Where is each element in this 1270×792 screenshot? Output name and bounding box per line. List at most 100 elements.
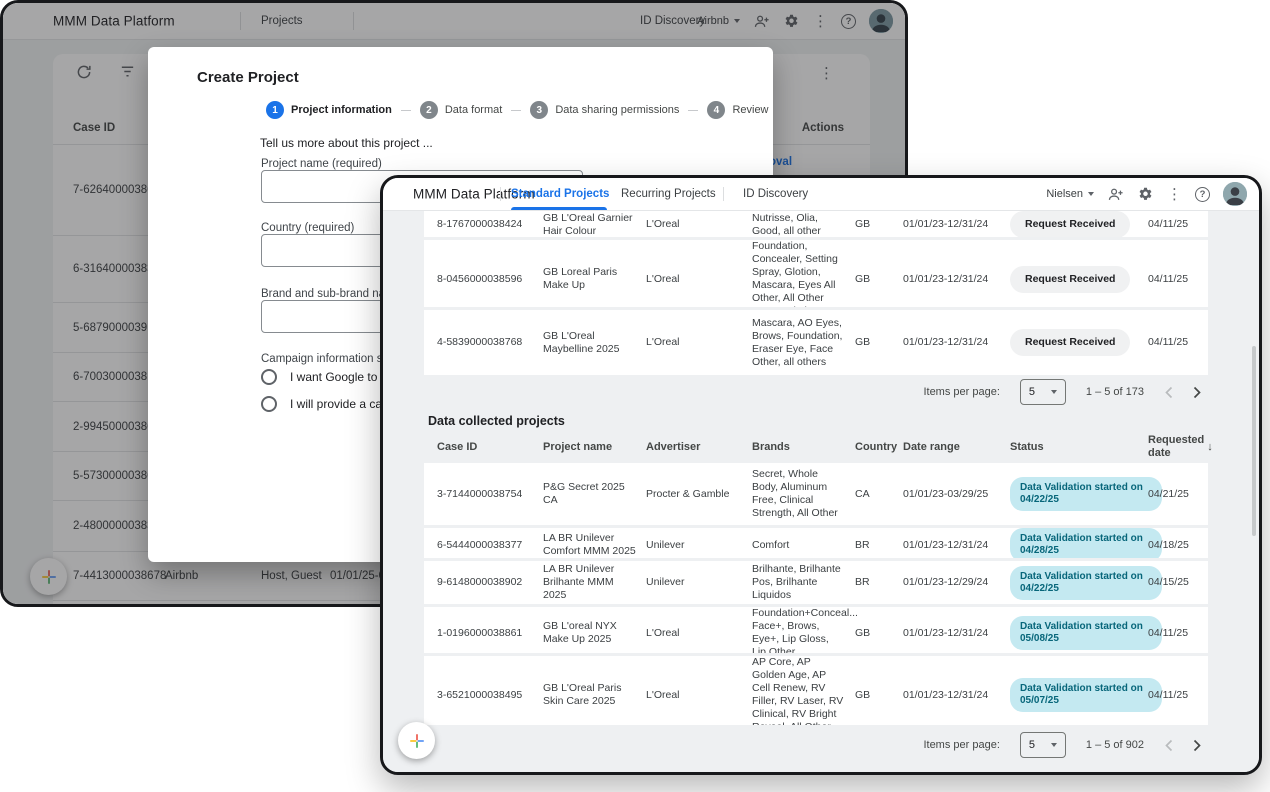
next-page-button[interactable] <box>1193 739 1202 752</box>
cell-status: Data Validation started on 04/28/25 <box>1010 528 1162 558</box>
front-window-content: 8-1767000038424 GB L'Oreal Garnier Hair … <box>383 211 1259 772</box>
cell-date-range: 01/01/23-12/31/24 <box>903 218 989 230</box>
avatar[interactable] <box>1223 182 1247 206</box>
column-header-date-range[interactable]: Date range <box>903 440 960 453</box>
account-switcher[interactable]: Nielsen <box>1046 188 1094 200</box>
status-date: 04/22/25 <box>1020 494 1059 505</box>
tab-recurring-projects[interactable]: Recurring Projects <box>621 188 716 200</box>
status-badge: Data Validation started on 04/22/25 <box>1010 565 1162 600</box>
cell-date-range: 01/01/23-12/31/24 <box>903 626 989 639</box>
table-row[interactable]: 1-0196000038861 GB L'oreal NYX Make Up 2… <box>424 607 1208 653</box>
modal-title: Create Project <box>197 69 299 86</box>
cell-status: Data Validation started on 04/22/25 <box>1010 565 1162 600</box>
cell-requested-date: 04/15/25 <box>1148 576 1189 588</box>
items-per-page-label: Items per page: <box>923 739 1000 751</box>
cell-case-id: 4-5839000038768 <box>437 336 523 348</box>
cell-case-id: 3-6521000038495 <box>437 688 523 701</box>
status-text: Data Validation started on <box>1020 570 1143 582</box>
table-row[interactable]: 8-0456000038596 GB Loreal Paris Make Up … <box>424 240 1208 307</box>
table-row[interactable]: 3-6521000038495 GB L'Oreal Paris Skin Ca… <box>424 656 1208 725</box>
account-name: Nielsen <box>1046 188 1083 200</box>
table-row[interactable]: 8-1767000038424 GB L'Oreal Garnier Hair … <box>424 211 1208 237</box>
account-switcher[interactable]: Airbnb <box>697 15 740 27</box>
items-per-page-label: Items per page: <box>923 386 1000 398</box>
step-number: 1 <box>266 101 284 119</box>
more-vert-icon[interactable]: ⋮ <box>1167 185 1182 203</box>
cell-case-id: 5-6879000039122 <box>73 321 167 334</box>
settings-icon[interactable] <box>783 13 800 30</box>
column-header-project-name[interactable]: Project name <box>543 440 613 453</box>
cell-requested-date: 04/11/25 <box>1148 272 1189 285</box>
table-row[interactable]: 6-5444000038377 LA BR Unilever Comfort M… <box>424 528 1208 558</box>
refresh-icon[interactable] <box>75 63 93 86</box>
add-project-button[interactable] <box>398 722 435 759</box>
tab-projects[interactable]: Projects <box>261 15 303 27</box>
column-header-case-id: Case ID <box>73 122 116 134</box>
tab-id-discovery[interactable]: ID Discovery <box>743 188 809 200</box>
more-vert-icon[interactable]: ⋮ <box>819 65 834 82</box>
radio-icon[interactable] <box>261 396 277 412</box>
settings-icon[interactable] <box>1137 186 1154 203</box>
partial-status-link[interactable]: oval <box>769 156 793 168</box>
help-icon[interactable]: ? <box>1195 186 1210 202</box>
cell-brands: Foundation, Concealer, Setting Spray, Gl… <box>752 240 838 307</box>
cell-brands: AP Core, AP Golden Age, AP Cell Renew, R… <box>752 656 844 725</box>
project-name-label: Project name (required) <box>261 158 382 170</box>
cell-project-name: GB L'Oreal Garnier Hair Colour <box>543 211 633 237</box>
cell-case-id: 7-6264000038685 <box>73 184 167 196</box>
step-label: Project information <box>291 104 392 116</box>
column-header-case-id[interactable]: Case ID <box>437 440 478 453</box>
step-data-format[interactable]: 2 Data format <box>419 101 502 119</box>
filter-icon[interactable] <box>119 63 136 85</box>
cell-brands: Host, Guest <box>261 570 322 582</box>
page-range: 1 – 5 of 902 <box>1085 739 1144 751</box>
avatar[interactable] <box>869 9 893 33</box>
cell-project-name: GB Loreal Paris Make Up <box>543 266 618 291</box>
cell-project-name: P&G Secret 2025 CA <box>543 481 625 506</box>
column-header-status[interactable]: Status <box>1010 440 1044 453</box>
topbar-divider <box>240 12 241 30</box>
radio-icon[interactable] <box>261 369 277 385</box>
scrollbar-thumb[interactable] <box>1252 346 1256 536</box>
items-per-page-select[interactable]: 5 <box>1019 379 1066 405</box>
cell-advertiser: L'Oreal <box>646 218 680 230</box>
step-project-information[interactable]: 1 Project information <box>266 101 392 119</box>
chevron-down-icon <box>1050 743 1057 747</box>
cell-requested-date: 04/21/25 <box>1148 487 1189 500</box>
table-row[interactable]: 4-5839000038768 GB L'Oreal Maybelline 20… <box>424 310 1208 375</box>
step-label: Data sharing permissions <box>555 104 680 116</box>
table-row[interactable]: 9-6148000038902 LA BR Unilever Brilhante… <box>424 561 1208 604</box>
cell-country: GB <box>855 626 871 639</box>
cell-date-range: 01/01/23-03/29/25 <box>903 487 989 500</box>
column-header-brands[interactable]: Brands <box>752 440 790 453</box>
topbar-divider <box>500 187 501 201</box>
step-review[interactable]: 4 Review <box>707 101 769 119</box>
column-header-requested-date[interactable]: Requested date ↓ <box>1130 434 1223 460</box>
next-page-button[interactable] <box>1193 386 1202 399</box>
help-icon[interactable]: ? <box>841 13 856 29</box>
radio-google-find[interactable]: I want Google to find <box>261 369 400 385</box>
step-label: Review <box>732 104 769 116</box>
add-project-button[interactable] <box>30 558 67 595</box>
column-header-country[interactable]: Country <box>855 440 898 453</box>
person-add-icon[interactable] <box>753 13 770 30</box>
step-data-sharing-permissions[interactable]: 3 Data sharing permissions <box>530 101 679 119</box>
items-per-page-select[interactable]: 5 <box>1019 732 1066 758</box>
more-vert-icon[interactable]: ⋮ <box>813 12 828 30</box>
person-add-icon[interactable] <box>1107 186 1124 203</box>
tab-id-discovery[interactable]: ID Discovery <box>640 15 706 27</box>
column-header-advertiser[interactable]: Advertiser <box>646 440 701 453</box>
tab-standard-projects[interactable]: Standard Projects <box>511 188 610 200</box>
prev-page-button[interactable] <box>1164 739 1173 752</box>
cell-country: BR <box>855 576 870 588</box>
cell-brands: Comfort <box>752 538 790 551</box>
cell-status: Data Validation started on 04/22/25 <box>1010 477 1162 511</box>
items-per-page-value: 5 <box>1028 386 1036 398</box>
cell-date-range: 01/01/23-12/31/24 <box>903 336 989 348</box>
status-date: 04/22/25 <box>1020 582 1059 594</box>
radio-provide-campaign[interactable]: I will provide a campa <box>261 396 405 412</box>
prev-page-button[interactable] <box>1164 386 1173 399</box>
table-row[interactable]: 3-7144000038754 P&G Secret 2025 CA Proct… <box>424 463 1208 525</box>
cell-requested-date: 04/11/25 <box>1148 626 1189 639</box>
items-per-page-value: 5 <box>1028 739 1036 751</box>
